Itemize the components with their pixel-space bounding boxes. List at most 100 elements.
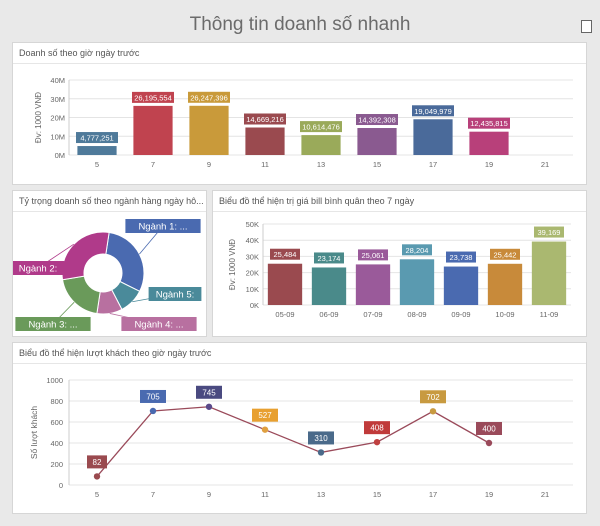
data-label: 408 — [370, 424, 384, 433]
data-label-bg — [196, 385, 222, 399]
x-tick-label: 09-09 — [451, 310, 470, 319]
data-label: 4,777,251 — [80, 134, 113, 143]
y-axis-title: Đv: 1000 VNĐ — [34, 92, 43, 143]
y-tick-label: 0 — [59, 481, 63, 490]
chart2-title: Tỷ trọng doanh số theo ngành hàng ngày h… — [19, 196, 204, 206]
data-label: 14,392,308 — [358, 116, 396, 125]
data-point — [149, 407, 157, 415]
y-tick-label: 10K — [246, 285, 259, 294]
bar — [531, 241, 567, 305]
panel-category-share: Tỷ trọng doanh số theo ngành hàng ngày h… — [12, 190, 207, 337]
data-label-bg — [314, 252, 344, 264]
slice-label: Ngành 4: ... — [134, 320, 183, 331]
data-label: 23,174 — [318, 254, 341, 263]
panel-header — [13, 191, 206, 212]
x-tick-label: 19 — [485, 160, 493, 169]
y-tick-label: 600 — [50, 418, 63, 427]
y-tick-label: 20K — [246, 269, 259, 278]
data-label: 705 — [146, 392, 160, 401]
y-tick-label: 10M — [50, 132, 65, 141]
x-tick-label: 19 — [485, 490, 493, 499]
data-label-bg — [87, 455, 107, 469]
data-label: 19,049,979 — [414, 107, 452, 116]
slice-label-bg — [148, 287, 202, 301]
x-tick-label: 17 — [429, 490, 437, 499]
data-label: 14,669,216 — [246, 115, 284, 124]
x-tick-label: 10-09 — [495, 310, 514, 319]
bar — [357, 128, 397, 155]
data-label: 39,169 — [538, 228, 561, 237]
category-donut-chart: Ngành 1: ... Ngành 5: Ngành 4: ... Ngành 3:… — [13, 219, 202, 331]
slice-label-bg — [13, 261, 65, 275]
y-tick-label: 50K — [246, 220, 259, 229]
data-label: 702 — [426, 393, 440, 402]
data-label: 745 — [202, 388, 216, 397]
x-tick-label: 7 — [151, 490, 155, 499]
x-tick-label: 07-09 — [363, 310, 382, 319]
x-tick-label: 5 — [95, 160, 99, 169]
y-tick-label: 0M — [55, 151, 65, 160]
slice-label: Ngành 3: ... — [28, 320, 77, 331]
x-tick-label: 11 — [261, 160, 269, 169]
bar — [301, 135, 341, 155]
data-label-bg — [364, 421, 390, 435]
panel-avg-bill: Biểu đồ thể hiện trị giá bill bình quân … — [212, 190, 587, 337]
data-label-bg — [358, 249, 388, 261]
y-tick-label: 40M — [50, 76, 65, 85]
panel-header — [213, 191, 586, 212]
data-label-bg — [446, 251, 476, 263]
chart4-title: Biểu đồ thể hiện lượt khách theo giờ ngà… — [19, 348, 212, 358]
data-point — [317, 449, 325, 456]
x-tick-label: 11-09 — [540, 310, 559, 319]
data-label-bg — [300, 121, 342, 133]
x-tick-label: 15 — [373, 160, 381, 169]
bar — [413, 119, 453, 155]
data-label: 28,204 — [406, 246, 429, 255]
x-tick-label: 21 — [541, 160, 549, 169]
data-label-bg — [308, 431, 334, 445]
data-label: 25,442 — [494, 250, 517, 259]
y-tick-label: 1000 — [46, 376, 63, 385]
data-label: 400 — [482, 425, 496, 434]
x-tick-label: 7 — [151, 160, 155, 169]
data-label: 527 — [258, 411, 272, 420]
y-tick-label: 30K — [246, 252, 259, 261]
x-tick-label: 9 — [207, 160, 211, 169]
slice-label: Ngành 1: ... — [138, 222, 187, 233]
x-tick-label: 11 — [261, 490, 269, 499]
data-label-bg — [132, 91, 174, 103]
data-label-bg — [420, 390, 446, 404]
y-tick-label: 200 — [50, 460, 63, 469]
data-point — [93, 473, 101, 480]
pie-slice — [105, 231, 145, 293]
data-label-bg — [468, 117, 510, 129]
y-tick-label: 40K — [246, 236, 259, 245]
y-tick-label: 20M — [50, 114, 65, 123]
bar — [399, 259, 435, 305]
data-point — [205, 403, 213, 410]
y-tick-label: 400 — [50, 439, 63, 448]
panel-customers-by-hour: Biểu đồ thể hiện lượt khách theo giờ ngà… — [12, 342, 587, 514]
data-label-bg — [188, 91, 230, 103]
data-label: 82 — [93, 458, 102, 467]
revenue-bar-chart: 0M 10M 20M 30M 40M Đv: 1000 VNĐ 5 4,777,251 7 26,… — [34, 76, 573, 169]
data-label-bg — [140, 389, 166, 403]
data-label-bg — [490, 248, 520, 260]
panel-header — [13, 343, 586, 364]
series-line — [96, 406, 490, 477]
slice-label-bg — [15, 317, 91, 331]
pie-slice — [61, 231, 110, 281]
bar — [77, 146, 117, 155]
panel-header — [13, 43, 586, 64]
data-label: 23,738 — [450, 253, 473, 262]
y-axis-title: Đv: 1000 VNĐ — [228, 239, 237, 290]
avg-bill-bar-chart: 0K 10K 20K 30K 40K 50K Đv: 1000 VNĐ 05-09 25,484… — [228, 220, 571, 319]
data-point — [485, 439, 493, 447]
data-label: 310 — [314, 434, 328, 443]
slice-label-bg — [121, 317, 197, 331]
x-tick-label: 13 — [317, 490, 325, 499]
bar — [267, 263, 303, 305]
export-icon[interactable] — [581, 20, 592, 33]
x-tick-label: 05-09 — [275, 310, 294, 319]
x-tick-label: 13 — [317, 160, 325, 169]
